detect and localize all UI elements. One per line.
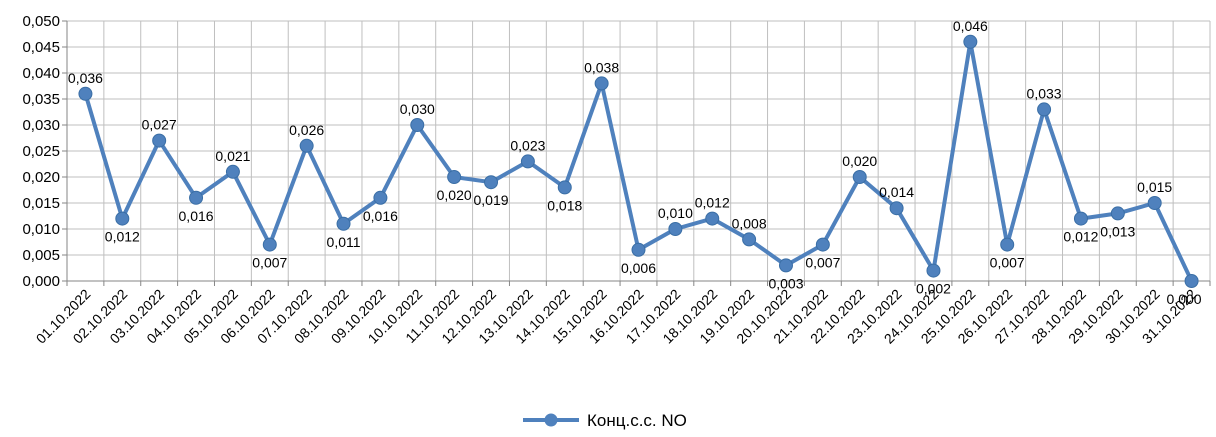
data-label: 0,026	[289, 122, 324, 138]
data-point	[926, 263, 941, 278]
data-point	[520, 154, 535, 169]
data-label: 0,012	[105, 229, 140, 245]
data-label: 0,003	[768, 275, 803, 291]
y-tick-label: 0,040	[22, 65, 60, 82]
data-labels: 0,036 0,012 0,027 0,016 0,021 0,007 0,026 0,011…	[68, 18, 1202, 307]
data-label: 0,007	[252, 255, 287, 271]
data-point	[815, 237, 830, 252]
data-label: 0,023	[510, 137, 545, 153]
data-point	[262, 237, 277, 252]
data-point	[373, 190, 388, 205]
axes	[62, 20, 1211, 286]
data-point	[557, 180, 572, 195]
data-label: 0,016	[363, 208, 398, 224]
data-point	[852, 170, 867, 184]
grid-lines	[66, 20, 1211, 281]
data-label: 0,036	[68, 70, 103, 86]
data-point	[225, 164, 240, 179]
data-label: 0,046	[953, 18, 988, 34]
data-label: 0,000	[1167, 291, 1202, 307]
data-point	[78, 86, 93, 101]
data-label: 0,002	[916, 281, 951, 297]
data-point	[1073, 211, 1088, 226]
x-tick-labels: 01.10.202202.10.202203.10.202204.10.2022…	[33, 286, 1200, 347]
data-point	[410, 118, 425, 132]
y-tick-label: 0,025	[22, 143, 60, 160]
data-label: 0,012	[1063, 229, 1098, 245]
data-label: 0,012	[695, 195, 730, 211]
data-point	[189, 190, 204, 205]
data-point	[152, 133, 167, 148]
data-label: 0,008	[732, 215, 767, 231]
data-label: 0,027	[142, 117, 177, 133]
y-tick-label: 0,030	[22, 117, 60, 134]
data-label: 0,038	[584, 59, 619, 75]
y-tick-label: 0,000	[22, 273, 60, 290]
data-point	[484, 175, 499, 190]
data-label: 0,016	[179, 208, 214, 224]
series-line-group	[78, 34, 1199, 288]
data-label: 0,014	[879, 184, 914, 200]
data-point	[668, 222, 683, 236]
data-point	[299, 138, 314, 153]
data-label: 0,019	[473, 192, 508, 208]
data-label: 0,015	[1137, 179, 1172, 195]
y-tick-label: 0,045	[22, 39, 60, 56]
legend-label: Конц.с.с. NO	[587, 411, 687, 430]
data-label: 0,007	[990, 255, 1025, 271]
data-point	[963, 34, 978, 49]
data-label: 0,013	[1100, 223, 1135, 239]
legend-marker-swatch	[544, 413, 558, 427]
data-label: 0,006	[621, 260, 656, 276]
data-point	[1110, 206, 1125, 221]
data-label: 0,011	[327, 234, 361, 250]
y-tick-label: 0,005	[22, 247, 60, 264]
data-point	[1147, 196, 1162, 210]
y-tick-label: 0,035	[22, 91, 60, 108]
data-label: 0,020	[437, 187, 472, 203]
data-point	[778, 258, 793, 273]
data-label: 0,033	[1027, 85, 1062, 101]
legend: Конц.с.с. NO	[523, 411, 687, 430]
data-point	[705, 211, 720, 226]
data-point	[115, 211, 130, 226]
data-label: 0,018	[547, 197, 582, 213]
data-point	[336, 216, 351, 231]
y-tick-labels: 0,000 0,005 0,010 0,015 0,020 0,025 0,030 0,035…	[22, 13, 60, 290]
data-label: 0,007	[805, 255, 840, 271]
data-label: 0,021	[215, 148, 250, 164]
y-tick-label: 0,010	[22, 221, 60, 238]
data-point	[1000, 237, 1015, 252]
data-label: 0,030	[400, 101, 435, 117]
data-point	[1184, 274, 1199, 288]
y-tick-label: 0,050	[22, 13, 60, 30]
data-point	[631, 242, 646, 257]
data-point	[889, 201, 904, 216]
y-tick-label: 0,020	[22, 169, 60, 186]
data-point	[594, 76, 609, 91]
y-tick-label: 0,015	[22, 195, 60, 212]
data-point	[1037, 102, 1052, 117]
data-point	[447, 170, 462, 184]
data-label: 0,020	[842, 153, 877, 169]
data-label: 0,010	[658, 205, 693, 221]
data-point	[742, 232, 757, 247]
